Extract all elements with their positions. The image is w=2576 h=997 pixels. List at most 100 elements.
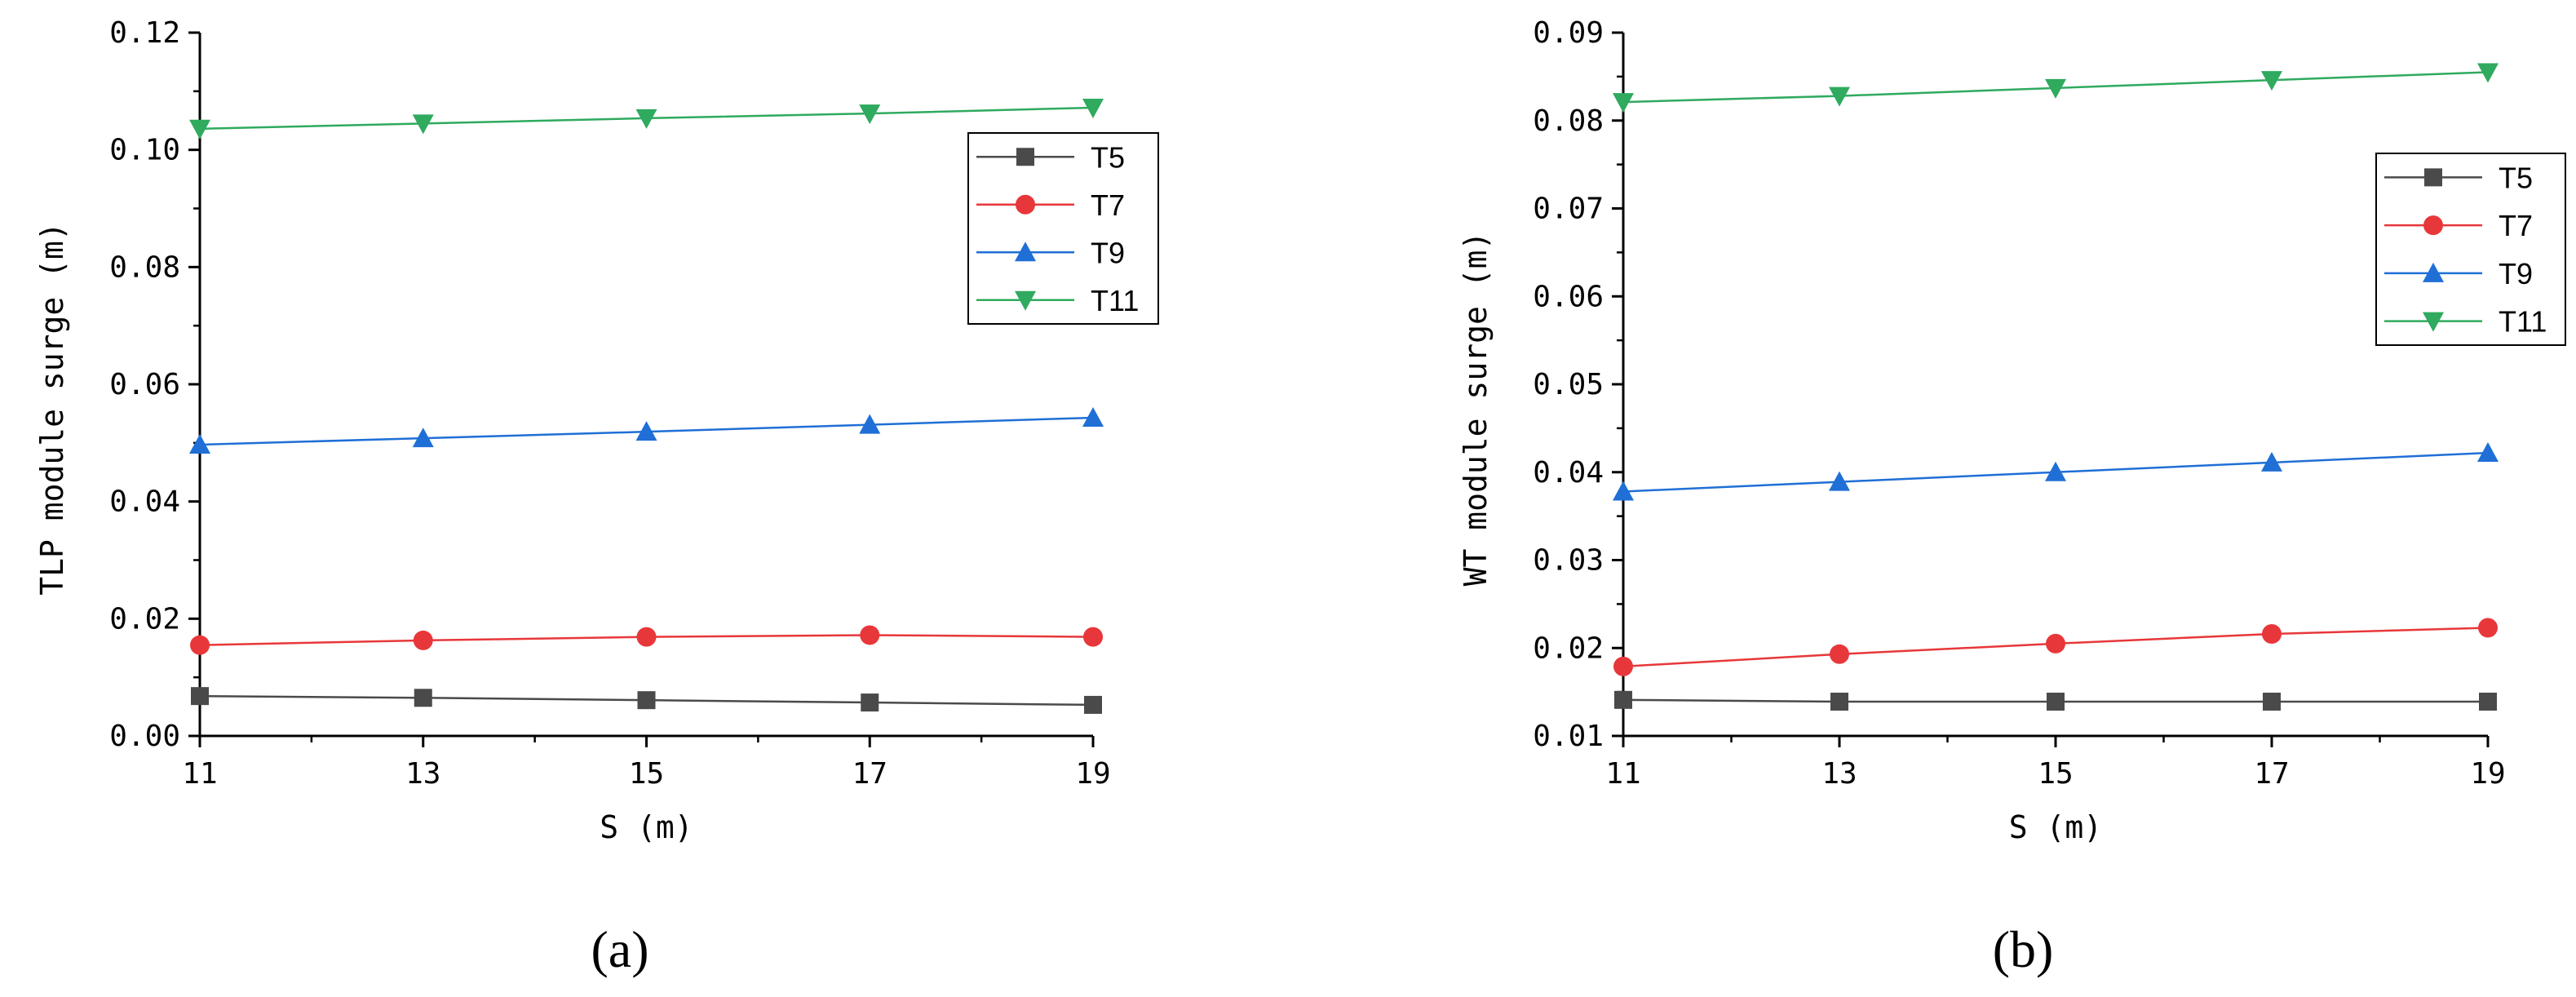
x-tick-label: 17: [2254, 757, 2289, 791]
data-point: [2478, 618, 2498, 638]
x-tick-label: 13: [405, 757, 440, 791]
data-point: [635, 109, 657, 129]
data-point: [190, 635, 210, 655]
data-point: [861, 693, 879, 712]
series-t11: [189, 98, 1104, 140]
legend: T5 T7 T9 T11: [967, 132, 1159, 325]
x-tick-label: 17: [852, 757, 887, 791]
y-axis-title: TLP module surge (m): [34, 222, 70, 596]
chart-panel-b: 0.01 0.02 0.03 0.04 0.05 0.06 0.07 0.08 0.09 11 13…: [1458, 16, 2566, 978]
legend-label: T9: [2499, 257, 2533, 290]
x-tick-label: 11: [182, 757, 217, 791]
data-point: [1613, 481, 1634, 501]
y-tick-label: 0.00: [109, 720, 180, 753]
legend-item: T11: [2384, 305, 2547, 339]
y-tick-label: 0.03: [1533, 544, 1604, 578]
data-point: [2479, 692, 2497, 711]
y-tick-label: 0.02: [1533, 631, 1604, 665]
y-tick-label: 0.06: [109, 368, 180, 401]
data-point: [191, 687, 209, 706]
data-point: [1613, 656, 1633, 676]
y-tick-label: 0.09: [1533, 16, 1604, 50]
data-point: [189, 119, 210, 140]
data-point: [859, 414, 881, 434]
data-point: [635, 421, 657, 441]
panel-label: (b): [1993, 920, 2054, 978]
data-point: [2045, 78, 2066, 99]
data-point: [2477, 442, 2499, 463]
data-point: [1083, 627, 1103, 647]
series-t9: [1613, 442, 2499, 501]
chart-panel-a: 0.00 0.02 0.04 0.06 0.08 0.10 0.12 11 13 15 17 19 S …: [34, 16, 1159, 978]
data-point: [1082, 98, 1104, 118]
y-tick-label: 0.01: [1533, 720, 1604, 753]
data-point: [1613, 93, 1634, 113]
panel-label: (a): [591, 920, 648, 978]
data-point: [2261, 71, 2282, 91]
series-t7: [190, 625, 1103, 655]
data-point: [412, 114, 434, 135]
data-point: [189, 433, 210, 454]
data-point: [1084, 695, 1102, 714]
legend-marker: [2424, 168, 2442, 187]
data-point: [413, 630, 433, 650]
series-t9: [189, 406, 1104, 454]
legend-item: T11: [976, 284, 1139, 317]
data-point: [2045, 461, 2066, 481]
legend-label: T9: [1091, 236, 1125, 269]
data-point: [2047, 692, 2065, 711]
data-point: [860, 625, 880, 645]
series-t5: [1614, 690, 2497, 711]
y-tick-label: 0.04: [1533, 456, 1604, 490]
legend-label: T5: [1091, 140, 1125, 174]
legend-marker: [2423, 312, 2444, 332]
legend-marker: [2423, 215, 2443, 236]
y-tick-label: 0.07: [1533, 193, 1604, 226]
y-tick-label: 0.08: [1533, 104, 1604, 138]
data-point: [2046, 633, 2065, 654]
legend-label: T7: [1091, 188, 1125, 222]
series-t7: [1613, 618, 2498, 676]
y-tick-label: 0.05: [1533, 368, 1604, 401]
legend-marker: [1015, 241, 1036, 262]
x-tick-label: 15: [629, 757, 664, 791]
legend-marker: [1016, 148, 1034, 166]
data-point: [2263, 692, 2281, 711]
y-tick-label: 0.06: [1533, 280, 1604, 313]
legend-marker: [2423, 262, 2444, 282]
legend-item: T9: [2384, 257, 2533, 290]
legend-marker: [1016, 194, 1035, 215]
data-point: [2262, 624, 2282, 645]
legend-box: [967, 132, 1159, 325]
legend-item: T7: [976, 188, 1125, 222]
data-point: [2261, 451, 2282, 472]
x-tick-label: 19: [2470, 757, 2505, 791]
data-point: [412, 428, 434, 448]
x-tick-label: 13: [1821, 757, 1857, 791]
x-tick-label: 19: [1075, 757, 1110, 791]
legend-item: T9: [976, 236, 1125, 269]
series-t11: [1613, 63, 2499, 113]
legend-item: T7: [2384, 209, 2533, 242]
legend-box: [2375, 153, 2566, 346]
data-point: [1614, 690, 1632, 709]
legend-label: T5: [2499, 161, 2533, 194]
legend-item: T5: [976, 140, 1125, 174]
data-point: [1830, 644, 1849, 664]
x-tick-label: 11: [1605, 757, 1640, 791]
x-axis-title: S (m): [600, 809, 693, 845]
legend-label: T11: [2499, 305, 2547, 339]
data-point: [1082, 406, 1104, 427]
y-tick-label: 0.12: [109, 16, 180, 50]
legend-label: T7: [2499, 209, 2533, 242]
data-point: [1830, 692, 1848, 711]
y-tick-label: 0.10: [109, 134, 180, 167]
y-tick-label: 0.08: [109, 250, 180, 284]
x-axis-title: S (m): [2009, 809, 2102, 845]
data-point: [636, 627, 657, 647]
y-tick-label: 0.04: [109, 485, 180, 519]
x-tick-label: 15: [2038, 757, 2073, 791]
data-point: [859, 104, 881, 125]
legend: T5 T7 T9 T11: [2375, 153, 2566, 346]
